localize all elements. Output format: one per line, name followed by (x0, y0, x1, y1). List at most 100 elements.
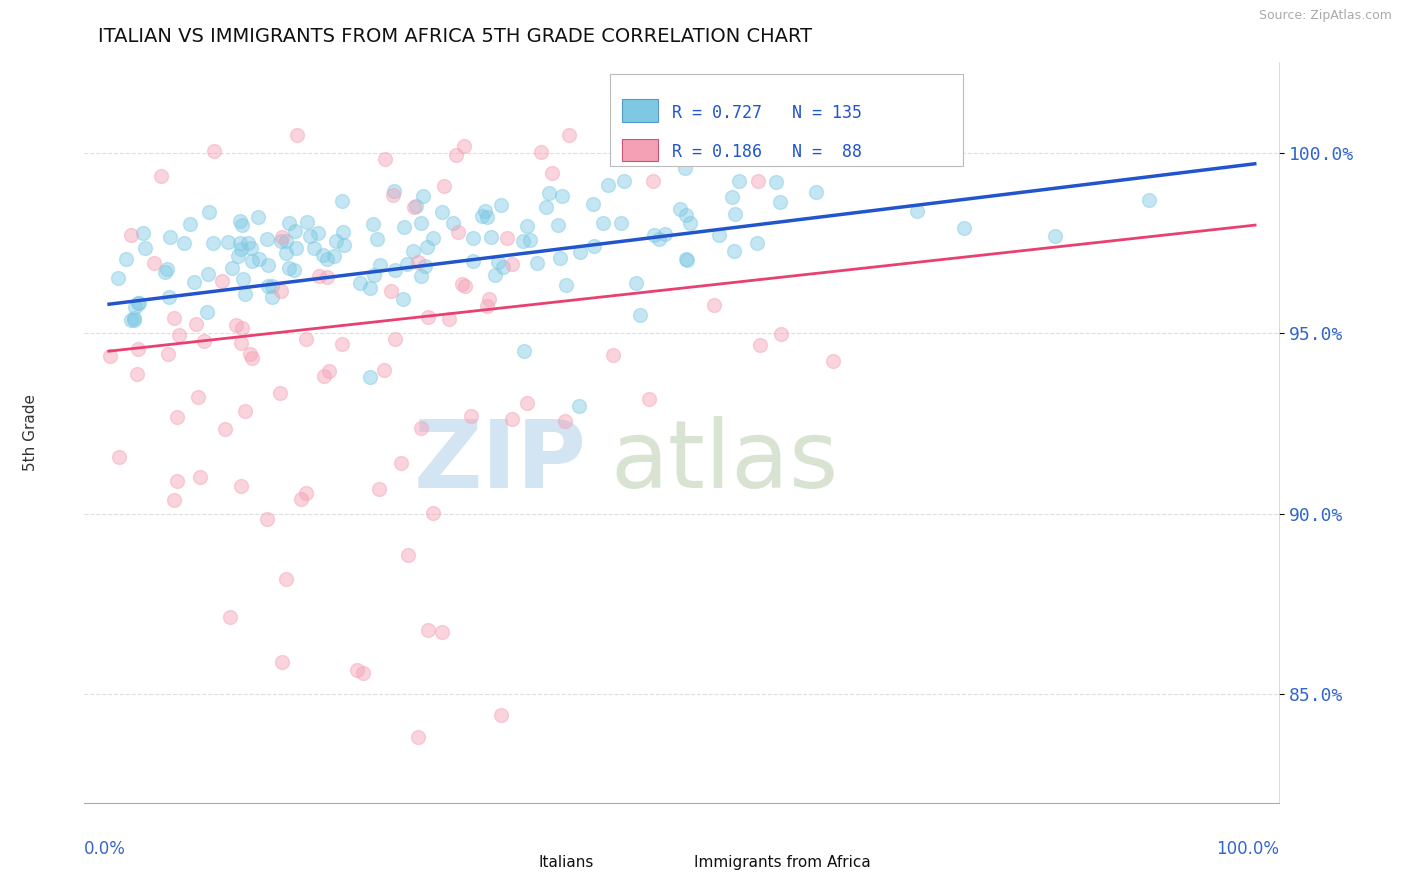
Point (409, 216, 432, 230)
Point (221, 261, 243, 276)
Point (384, 332, 406, 346)
Point (513, 344, 536, 359)
Point (315, 252, 337, 267)
Point (330, 337, 353, 351)
Point (235, 287, 257, 301)
Point (519, 233, 541, 247)
Point (489, 707, 512, 722)
Point (769, 327, 792, 342)
Point (402, 244, 425, 259)
Point (534, 200, 557, 214)
Point (302, 241, 325, 255)
Point (163, 492, 186, 507)
Point (122, 310, 145, 325)
Point (361, 217, 384, 231)
Point (284, 224, 307, 238)
Point (747, 174, 769, 188)
Point (652, 145, 675, 159)
Point (516, 396, 538, 410)
Point (295, 215, 318, 229)
Text: R = 0.727   N = 135: R = 0.727 N = 135 (672, 103, 862, 122)
Point (1043, 228, 1066, 243)
Point (395, 257, 418, 271)
Point (598, 178, 620, 192)
Point (325, 234, 347, 248)
Point (274, 572, 297, 586)
Point (214, 421, 236, 435)
Point (159, 230, 181, 244)
Point (274, 246, 297, 260)
Point (366, 232, 388, 246)
Point (541, 166, 564, 180)
Point (478, 293, 501, 307)
Point (318, 364, 340, 378)
Point (283, 262, 305, 277)
Point (610, 216, 633, 230)
Point (120, 227, 142, 242)
Point (277, 261, 299, 276)
Point (489, 198, 512, 212)
Point (256, 258, 278, 272)
Point (405, 199, 427, 213)
Point (167, 328, 190, 343)
Point (218, 609, 240, 624)
Point (333, 238, 356, 252)
Point (745, 236, 768, 251)
Point (202, 144, 225, 158)
Text: 100.0%: 100.0% (1216, 840, 1279, 858)
Point (953, 221, 976, 235)
Point (373, 362, 395, 376)
Point (461, 231, 484, 245)
Point (592, 216, 614, 230)
Point (124, 300, 146, 314)
Point (128, 296, 150, 310)
Point (583, 238, 606, 252)
Point (673, 161, 696, 175)
Point (471, 209, 494, 223)
Point (307, 226, 329, 240)
Point (389, 456, 412, 470)
Point (439, 311, 461, 326)
Point (516, 219, 538, 234)
Point (382, 184, 405, 198)
Point (669, 202, 692, 216)
Point (486, 255, 509, 269)
Point (461, 253, 484, 268)
Point (270, 655, 292, 669)
Text: Italians: Italians (538, 855, 593, 870)
Point (676, 252, 699, 267)
Point (368, 483, 391, 497)
Point (613, 174, 636, 188)
Point (134, 241, 156, 255)
Point (197, 205, 219, 219)
Point (679, 216, 702, 230)
Point (231, 479, 253, 493)
Point (256, 232, 278, 246)
Point (269, 385, 291, 400)
Point (703, 298, 725, 312)
Point (179, 217, 201, 231)
Point (675, 252, 697, 267)
Text: 5th Grade: 5th Grade (22, 394, 38, 471)
Point (416, 310, 439, 324)
Point (359, 281, 381, 295)
Point (454, 279, 477, 293)
Bar (503, 842, 529, 866)
Point (229, 335, 252, 350)
Point (806, 185, 828, 199)
Point (274, 235, 297, 249)
Point (257, 278, 280, 293)
Point (299, 229, 322, 244)
Point (550, 189, 572, 203)
Bar (623, 138, 658, 161)
Point (295, 486, 318, 500)
Point (107, 450, 129, 464)
Point (127, 296, 149, 310)
Bar (623, 99, 658, 121)
Point (512, 234, 534, 248)
Point (537, 186, 560, 200)
Point (149, 169, 172, 184)
Point (278, 216, 301, 230)
Point (408, 254, 430, 268)
Point (492, 260, 515, 274)
